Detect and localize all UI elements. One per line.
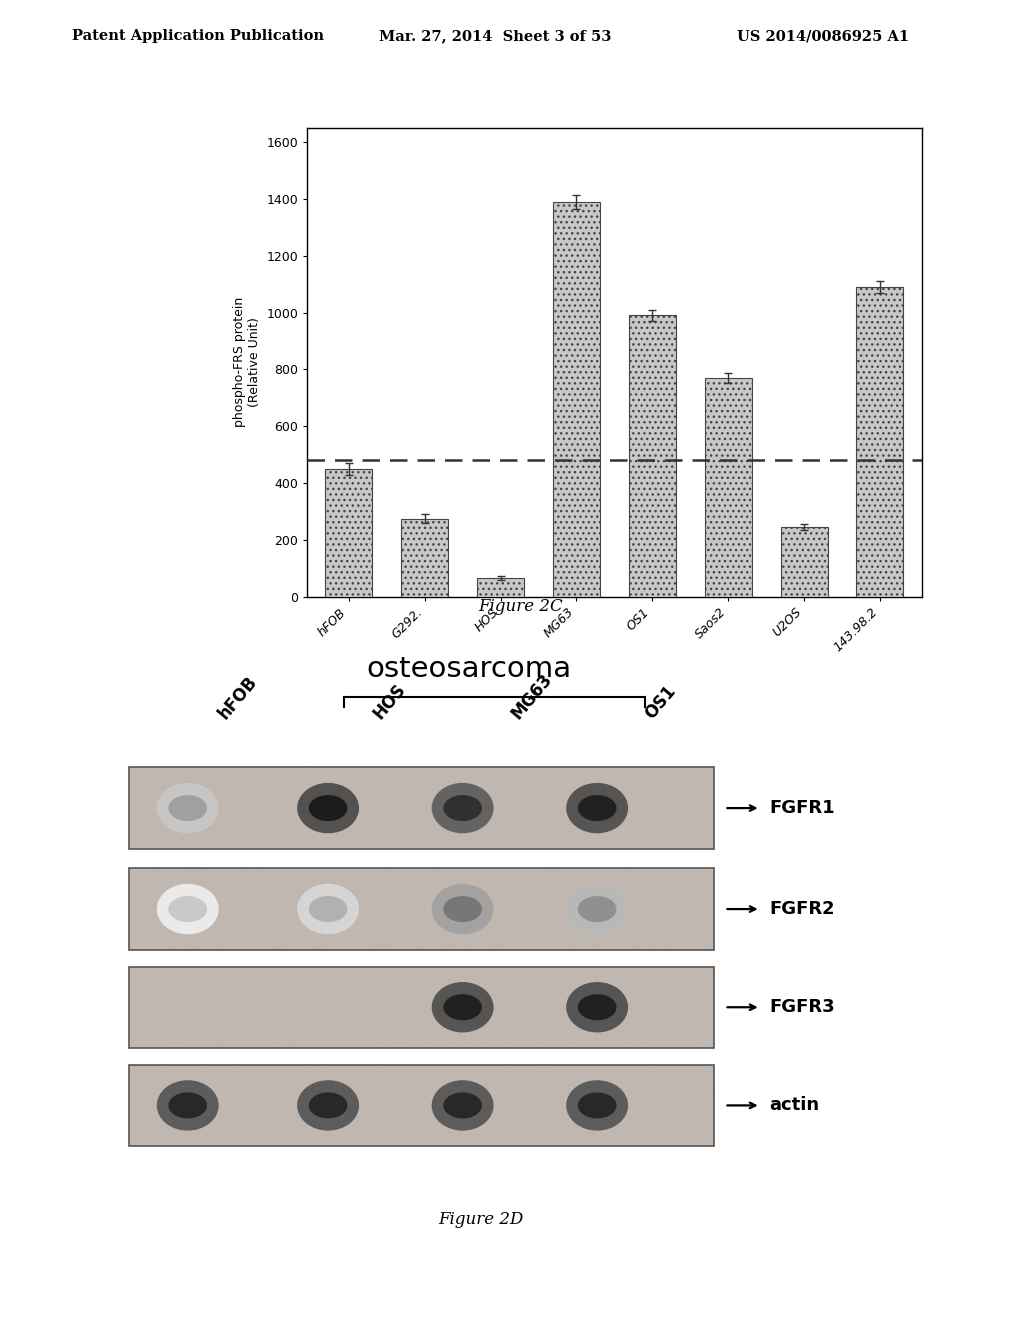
Ellipse shape: [309, 896, 347, 923]
Bar: [129, 869, 714, 950]
Bar: [477, 578, 524, 597]
Ellipse shape: [443, 896, 482, 923]
Bar: [553, 202, 600, 597]
Text: Mar. 27, 2014  Sheet 3 of 53: Mar. 27, 2014 Sheet 3 of 53: [379, 29, 611, 44]
Text: osteosarcoma: osteosarcoma: [367, 655, 571, 684]
Ellipse shape: [432, 982, 494, 1032]
Text: MG63: MG63: [508, 671, 556, 723]
Ellipse shape: [297, 884, 359, 935]
Ellipse shape: [566, 982, 628, 1032]
Text: US 2014/0086925 A1: US 2014/0086925 A1: [737, 29, 909, 44]
Bar: [326, 469, 373, 597]
Ellipse shape: [157, 884, 219, 935]
Ellipse shape: [443, 1093, 482, 1118]
Bar: [629, 315, 676, 597]
Bar: [780, 527, 827, 597]
Text: HOS: HOS: [370, 681, 410, 723]
Bar: [129, 767, 714, 849]
Text: OS1: OS1: [641, 682, 679, 723]
Ellipse shape: [443, 795, 482, 821]
Ellipse shape: [168, 1093, 207, 1118]
Ellipse shape: [168, 795, 207, 821]
Ellipse shape: [443, 994, 482, 1020]
Ellipse shape: [578, 795, 616, 821]
Ellipse shape: [432, 783, 494, 833]
Ellipse shape: [309, 1093, 347, 1118]
Bar: [856, 286, 903, 597]
Ellipse shape: [157, 1080, 219, 1131]
Ellipse shape: [578, 896, 616, 923]
Ellipse shape: [157, 783, 219, 833]
Ellipse shape: [566, 783, 628, 833]
Text: hFOB: hFOB: [215, 673, 261, 723]
Ellipse shape: [432, 884, 494, 935]
Y-axis label: phospho-FRS protein
(Relative Unit): phospho-FRS protein (Relative Unit): [232, 297, 261, 428]
Ellipse shape: [168, 896, 207, 923]
Bar: [705, 378, 752, 597]
Text: FGFR3: FGFR3: [769, 998, 835, 1016]
Ellipse shape: [309, 795, 347, 821]
Ellipse shape: [297, 1080, 359, 1131]
Text: actin: actin: [769, 1097, 819, 1114]
Ellipse shape: [578, 994, 616, 1020]
Ellipse shape: [432, 1080, 494, 1131]
Ellipse shape: [566, 1080, 628, 1131]
Bar: [401, 519, 449, 597]
Bar: [129, 1065, 714, 1146]
Ellipse shape: [566, 884, 628, 935]
Text: Figure 2D: Figure 2D: [438, 1210, 524, 1228]
Ellipse shape: [578, 1093, 616, 1118]
Text: FGFR1: FGFR1: [769, 799, 835, 817]
Ellipse shape: [297, 783, 359, 833]
Text: Figure 2C: Figure 2C: [478, 598, 562, 615]
Text: Patent Application Publication: Patent Application Publication: [72, 29, 324, 44]
Text: FGFR2: FGFR2: [769, 900, 835, 919]
Bar: [129, 966, 714, 1048]
